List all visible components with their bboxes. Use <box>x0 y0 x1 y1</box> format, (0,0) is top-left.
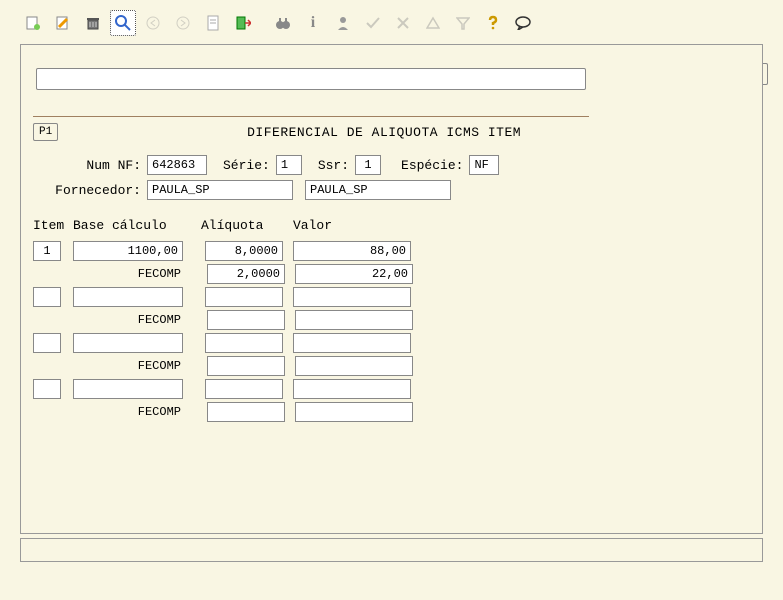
fecomp-label: FECOMP <box>33 313 185 327</box>
serie-label: Série: <box>223 158 270 173</box>
exit-icon[interactable] <box>230 10 256 36</box>
item-field[interactable] <box>33 287 61 307</box>
col-item-header: Item <box>33 218 73 233</box>
valor-field[interactable] <box>293 241 411 261</box>
fornecedor-label: Fornecedor: <box>49 183 141 198</box>
new-icon[interactable] <box>20 10 46 36</box>
fecomp-valor-field[interactable] <box>295 402 413 422</box>
next-icon[interactable] <box>170 10 196 36</box>
ssr-field[interactable] <box>355 155 381 175</box>
breadcrumb-area <box>33 57 589 117</box>
valor-field[interactable] <box>293 379 411 399</box>
col-base-header: Base cálculo <box>73 218 201 233</box>
breadcrumb-input[interactable] <box>36 68 586 90</box>
serie-field[interactable] <box>276 155 302 175</box>
help-icon[interactable] <box>480 10 506 36</box>
search-icon[interactable] <box>110 10 136 36</box>
prev-icon[interactable] <box>140 10 166 36</box>
user-icon[interactable] <box>330 10 356 36</box>
valor-field[interactable] <box>293 333 411 353</box>
grid: FECOMP FECOMP FECOMP FECOMP <box>33 241 750 422</box>
table-row-fecomp: FECOMP <box>33 264 750 284</box>
col-aliq-header: Alíquota <box>201 218 293 233</box>
table-row-fecomp: FECOMP <box>33 356 750 376</box>
aliquota-field[interactable] <box>205 287 283 307</box>
comment-icon[interactable] <box>510 10 536 36</box>
base-field[interactable] <box>73 333 183 353</box>
edit-icon[interactable] <box>50 10 76 36</box>
item-field[interactable] <box>33 333 61 353</box>
base-field[interactable] <box>73 379 183 399</box>
cut-icon[interactable] <box>390 10 416 36</box>
binoculars-icon[interactable] <box>270 10 296 36</box>
page-title: DIFERENCIAL DE ALIQUOTA ICMS ITEM <box>58 125 750 140</box>
table-row-fecomp: FECOMP <box>33 310 750 330</box>
table-row <box>33 287 750 307</box>
check-icon[interactable] <box>360 10 386 36</box>
num-nf-field[interactable] <box>147 155 207 175</box>
num-nf-label: Num NF: <box>81 158 141 173</box>
base-field[interactable] <box>73 287 183 307</box>
fecomp-label: FECOMP <box>33 405 185 419</box>
table-row <box>33 333 750 353</box>
fecomp-aliq-field[interactable] <box>207 264 285 284</box>
table-row <box>33 379 750 399</box>
info-icon[interactable]: i <box>300 10 326 36</box>
especie-field[interactable] <box>469 155 499 175</box>
item-field[interactable] <box>33 379 61 399</box>
fecomp-valor-field[interactable] <box>295 264 413 284</box>
aliquota-field[interactable] <box>205 241 283 261</box>
delete-icon[interactable] <box>80 10 106 36</box>
page-indicator: P1 <box>33 123 58 141</box>
status-bar <box>20 538 763 562</box>
table-row <box>33 241 750 261</box>
fecomp-aliq-field[interactable] <box>207 356 285 376</box>
fecomp-label: FECOMP <box>33 359 185 373</box>
fecomp-valor-field[interactable] <box>295 310 413 330</box>
up-icon[interactable] <box>420 10 446 36</box>
col-valor-header: Valor <box>293 218 332 233</box>
valor-field[interactable] <box>293 287 411 307</box>
main-panel: P1 DIFERENCIAL DE ALIQUOTA ICMS ITEM Num… <box>20 44 763 534</box>
especie-label: Espécie: <box>401 158 463 173</box>
fecomp-aliq-field[interactable] <box>207 402 285 422</box>
fecomp-valor-field[interactable] <box>295 356 413 376</box>
doc-icon[interactable] <box>200 10 226 36</box>
table-row-fecomp: FECOMP <box>33 402 750 422</box>
fecomp-aliq-field[interactable] <box>207 310 285 330</box>
aliquota-field[interactable] <box>205 379 283 399</box>
toolbar: i <box>0 0 783 44</box>
aliquota-field[interactable] <box>205 333 283 353</box>
base-field[interactable] <box>73 241 183 261</box>
fecomp-label: FECOMP <box>33 267 185 281</box>
filter-icon[interactable] <box>450 10 476 36</box>
fornecedor-nome-field[interactable] <box>305 180 451 200</box>
ssr-label: Ssr: <box>318 158 349 173</box>
fornecedor-cod-field[interactable] <box>147 180 293 200</box>
item-field[interactable] <box>33 241 61 261</box>
